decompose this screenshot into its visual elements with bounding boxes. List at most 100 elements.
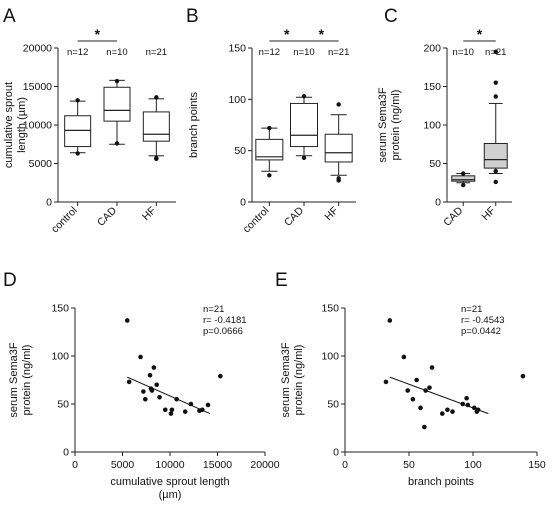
y-tick-label: 20000	[23, 43, 52, 55]
outlier-point	[301, 155, 307, 161]
data-point	[182, 409, 188, 414]
regression-line	[127, 376, 211, 415]
data-point	[401, 354, 407, 360]
data-point	[405, 388, 411, 393]
data-point	[464, 395, 469, 401]
outlier-point	[336, 102, 341, 107]
x-tick-label: 100	[464, 459, 482, 471]
x-tick-label: HF	[322, 205, 340, 223]
y-axis-label: cumulative sproutlength (µm)	[3, 82, 28, 168]
x-axis-label: branch points	[408, 476, 475, 488]
box-iqr	[483, 142, 508, 169]
chart-d: 0 50 100 150 0 5000 10000 15000 20000 serum Sema3…	[8, 303, 280, 502]
y-tick-label: 0	[46, 197, 52, 209]
y-tick-label: 150	[51, 303, 69, 315]
x-tick-label: HF	[140, 205, 158, 223]
y-axis-label: branch points	[188, 91, 200, 158]
y-axis-label-line1: cumulative sprout	[3, 82, 15, 168]
data-point	[205, 402, 211, 408]
data-point	[218, 373, 223, 379]
data-point	[520, 373, 526, 379]
x-tick-label: control	[49, 205, 80, 236]
x-axis-label: cumulative sprout length (µm)	[110, 476, 229, 501]
y-tick-label: 100	[423, 120, 441, 132]
data-point	[387, 318, 393, 323]
data-point	[138, 354, 143, 360]
y-tick-label: 200	[423, 43, 441, 55]
data-point	[124, 318, 130, 323]
data-point	[162, 407, 168, 413]
data-point	[141, 389, 146, 394]
y-tick-label: 50	[234, 145, 246, 157]
chart-c: 0 50 100 150 200 serum Sema3Fprotein (ng/ml) C…	[377, 26, 512, 229]
y-tick-label: 50	[57, 399, 69, 411]
x-tick-label: CAD	[95, 204, 119, 228]
outlier-point	[493, 94, 498, 99]
regression-line	[389, 376, 489, 415]
data-point	[422, 424, 427, 430]
y-axis-label-line1: serum Sema3F	[280, 342, 292, 417]
y-tick-label: 100	[321, 351, 339, 363]
box-iqr	[142, 111, 170, 142]
box-iqr	[255, 138, 284, 161]
significance-star: *	[477, 26, 483, 42]
box-iqr	[64, 115, 92, 148]
y-axis-label: serum Sema3Fprotein (ng/ml)	[8, 342, 33, 417]
data-point	[414, 377, 419, 383]
stats-text: n=21	[461, 304, 482, 315]
chart-a: 0 5000 10000 15000 20000 cumulative sproutlen…	[3, 26, 176, 235]
x-tick-label: 10000	[155, 459, 184, 471]
n-label: n=21	[485, 47, 506, 58]
n-label: n=10	[106, 47, 127, 58]
y-tick-label: 50	[429, 158, 441, 170]
data-point	[465, 402, 471, 408]
outlier-point	[461, 182, 466, 188]
panel-label-b: B	[186, 6, 199, 27]
y-axis-label: serum Sema3Fprotein (ng/ml)	[280, 342, 305, 417]
x-tick-label: control	[241, 205, 272, 236]
data-point	[450, 409, 455, 414]
n-label: n=12	[259, 47, 280, 58]
data-point	[168, 411, 174, 416]
outlier-point	[114, 78, 120, 84]
chart-e: 0 50 100 150 0 50 100 150 serum Sema3Fprotein (n…	[280, 303, 546, 489]
data-point	[149, 388, 155, 393]
outlier-point	[114, 141, 120, 146]
x-tick-label: 15000	[203, 459, 232, 471]
y-tick-label: 150	[423, 81, 441, 93]
x-axis-label-line1: cumulative sprout length	[110, 476, 229, 488]
data-point	[383, 379, 389, 385]
x-tick-label: 150	[528, 459, 546, 471]
data-point	[439, 411, 445, 416]
outlier-point	[267, 173, 272, 178]
outlier-point	[75, 98, 80, 103]
outlier-point	[493, 49, 498, 55]
box-iqr	[290, 102, 318, 148]
panel-label-a: A	[3, 6, 16, 27]
data-point	[475, 407, 481, 413]
data-point	[157, 394, 162, 400]
stats-text: p=0.0442	[461, 326, 501, 337]
data-point	[188, 401, 194, 407]
x-tick-label: 50	[403, 459, 415, 471]
data-point	[427, 385, 432, 390]
box-iqr	[451, 175, 476, 182]
stats-text: r= -0.4181	[203, 315, 247, 326]
data-point	[410, 396, 416, 402]
data-point	[445, 407, 450, 413]
y-axis-label-line2: protein (ng/ml)	[293, 345, 305, 416]
y-axis-label-line2: protein (ng/ml)	[390, 90, 402, 161]
data-point	[147, 372, 153, 378]
data-point	[174, 396, 179, 402]
stats-text: n=21	[203, 304, 224, 315]
x-tick-label: 5000	[111, 459, 135, 471]
n-label: n=10	[453, 47, 474, 58]
outlier-point	[336, 176, 341, 181]
outlier-point	[75, 151, 80, 156]
data-point	[471, 405, 477, 411]
stats-text: r= -0.4543	[461, 315, 505, 326]
data-point	[169, 407, 175, 413]
y-axis-label-line2: protein (ng/ml)	[21, 345, 33, 416]
y-tick-label: 5000	[29, 158, 53, 170]
